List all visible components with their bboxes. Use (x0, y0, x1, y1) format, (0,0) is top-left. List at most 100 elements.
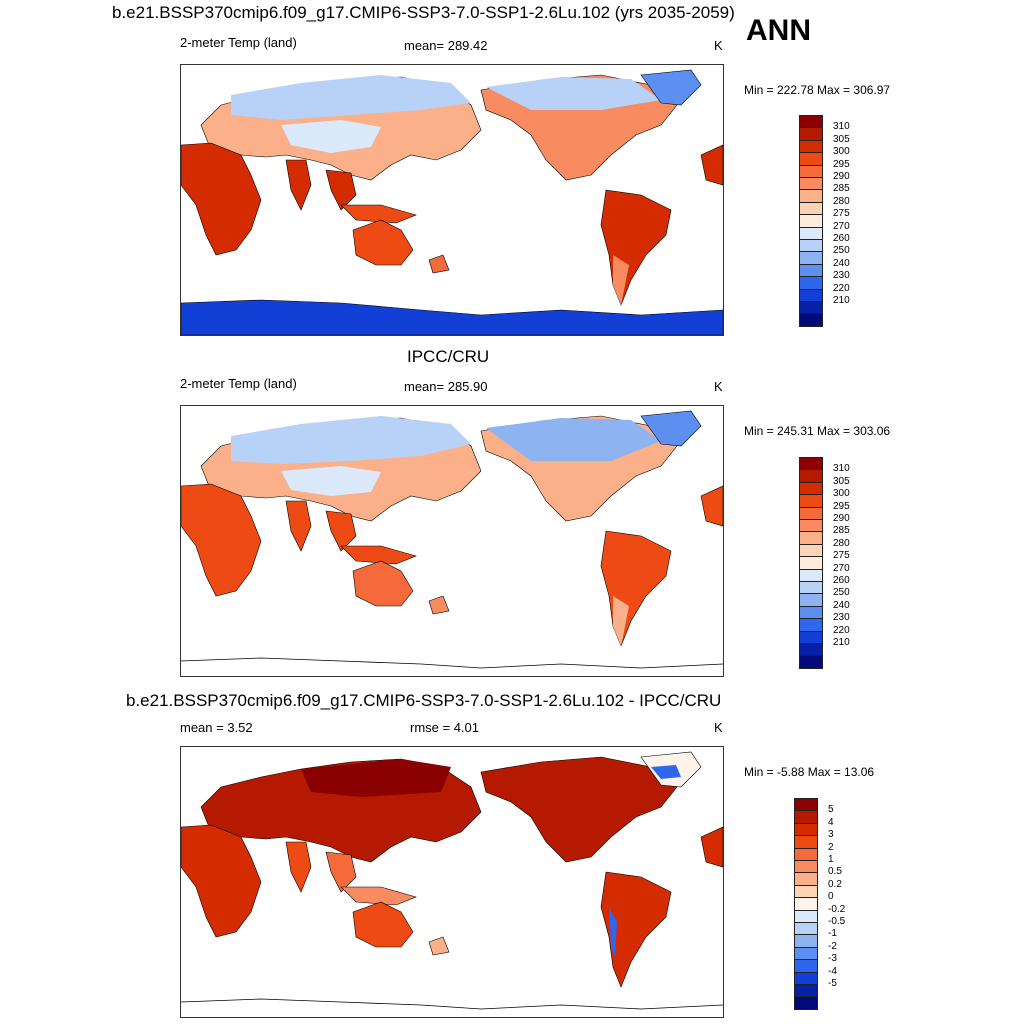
colorbar-swatch (794, 860, 818, 874)
colorbar-swatch (799, 506, 823, 520)
map-temperature-difference (180, 746, 724, 1018)
colorbar-swatch (799, 605, 823, 620)
colorbar-swatch (799, 630, 823, 644)
colorbar-swatch (799, 214, 823, 228)
colorbar-tick-label: 0.2 (828, 878, 842, 890)
colorbar-tick-label: 270 (833, 220, 850, 232)
colorbar-tick-label: 275 (833, 208, 850, 220)
colorbar-swatch (799, 189, 823, 203)
colorbar-swatch (799, 251, 823, 265)
colorbar-swatch (799, 127, 823, 141)
colorbar-tick-label: 295 (833, 158, 850, 170)
colorbar-tick-label: -0.2 (828, 903, 846, 915)
colorbar-tick-label: 240 (833, 257, 850, 269)
colorbar-tick-label: 0.5 (828, 866, 842, 878)
colorbar-tick-label: 230 (833, 270, 850, 282)
colorbar-tick-label: 310 (833, 463, 850, 475)
colorbar-swatch (799, 288, 823, 302)
panel-mean-label: mean= 289.42 (404, 38, 488, 53)
colorbar-swatch (799, 531, 823, 545)
figure-title: b.e21.BSSP370cmip6.f09_g17.CMIP6-SSP3-7.… (112, 3, 735, 22)
colorbar-swatch (799, 581, 823, 595)
colorbar-tick-label: 285 (833, 525, 850, 537)
colorbar-swatch (794, 922, 818, 936)
colorbar-swatch (794, 835, 818, 849)
map-model-temperature (180, 64, 724, 336)
colorbar-swatch (794, 872, 818, 886)
colorbar-tick-label: -3 (828, 953, 837, 965)
colorbar-tick-label: 260 (833, 575, 850, 586)
colorbar-swatch (794, 971, 818, 985)
colorbar-swatch (799, 481, 823, 496)
colorbar-swatch (794, 847, 818, 861)
colorbar-swatch (799, 313, 823, 327)
colorbar-swatch (799, 152, 823, 166)
colorbar-tick-label: 250 (833, 245, 850, 257)
colorbar-swatch (794, 897, 818, 911)
colorbar-swatch (794, 884, 818, 899)
colorbar-tick-label: 285 (833, 183, 850, 195)
panel-minmax-label: Min = 245.31 Max = 303.06 (744, 424, 891, 438)
colorbar-swatch (799, 469, 823, 483)
colorbar-tick-label: -5 (828, 978, 837, 989)
map-observed-temperature (180, 405, 724, 677)
colorbar-swatch (799, 494, 823, 508)
colorbar-swatch (794, 810, 818, 824)
colorbar-swatch (794, 822, 818, 837)
panel-minmax-label: Min = 222.78 Max = 306.97 (744, 83, 891, 97)
colorbar-tick-label: 290 (833, 513, 850, 524)
colorbar-tick-label: 2 (828, 841, 834, 853)
colorbar-swatch (794, 946, 818, 961)
panel-variable-label: 2-meter Temp (land) (180, 376, 297, 391)
colorbar-swatch (794, 959, 818, 973)
colorbar-swatch (799, 457, 823, 471)
colorbar-swatch (799, 226, 823, 240)
colorbar-swatch (799, 519, 823, 533)
panel-title: IPCC/CRU (407, 347, 490, 366)
panel-units-label: K (714, 38, 723, 53)
colorbar-tick-label: -2 (828, 940, 837, 952)
colorbar-tick-label: 4 (828, 816, 834, 828)
colorbar-tick-label: 220 (833, 282, 850, 294)
colorbar-tick-label: 250 (833, 587, 850, 599)
colorbar-swatch (799, 655, 823, 669)
colorbar-tick-label: 270 (833, 562, 850, 574)
colorbar-swatch (799, 543, 823, 558)
colorbar-tick-label: 210 (833, 295, 850, 306)
panel-rmse-label: rmse = 4.01 (410, 720, 480, 735)
colorbar-difference: 5 4 3 2 1 0.5 0.2 0 -0.2 -0.5 -1 -2 -3 -4 -5 (794, 798, 864, 1010)
colorbar-tick-label: 280 (833, 195, 850, 207)
colorbar-tick-label: 220 (833, 624, 850, 636)
panel-mean-label: mean= 285.90 (404, 379, 488, 394)
colorbar-swatch (794, 996, 818, 1010)
colorbar-tick-label: 210 (833, 637, 850, 648)
colorbar-tick-label: -4 (828, 965, 837, 977)
colorbar-tick-label: 305 (833, 475, 850, 487)
colorbar-swatch (799, 276, 823, 290)
colorbar-tick-label: 260 (833, 233, 850, 244)
panel-units-label: K (714, 720, 723, 735)
colorbar-swatch (794, 934, 818, 948)
colorbar-tick-label: 300 (833, 488, 850, 500)
colorbar-tick-label: 5 (828, 804, 834, 816)
colorbar-swatch (799, 618, 823, 632)
colorbar-swatch (799, 177, 823, 191)
colorbar-swatch (799, 263, 823, 278)
colorbar-tick-label: 275 (833, 550, 850, 562)
colorbar-observations: 310 305 300 295 290 285 280 275 270 260 250 240 230 2… (799, 457, 869, 669)
colorbar-tick-label: 0 (828, 891, 834, 903)
panel-minmax-label: Min = -5.88 Max = 13.06 (744, 765, 875, 779)
colorbar-swatch (799, 568, 823, 582)
colorbar-swatch (799, 556, 823, 570)
panel-variable-label: 2-meter Temp (land) (180, 35, 297, 50)
colorbar-swatch (799, 301, 823, 315)
colorbar-tick-label: -0.5 (828, 916, 846, 927)
colorbar-tick-label: 305 (833, 133, 850, 145)
colorbar-swatch (794, 909, 818, 923)
season-label: ANN (746, 14, 811, 47)
colorbar-tick-label: 295 (833, 500, 850, 512)
colorbar-tick-label: 290 (833, 171, 850, 182)
colorbar-tick-label: 300 (833, 146, 850, 158)
colorbar-swatch (794, 798, 818, 812)
colorbar-model: 310 305 300 295 290 285 280 275 270 260 250 240 230 2… (799, 115, 869, 327)
